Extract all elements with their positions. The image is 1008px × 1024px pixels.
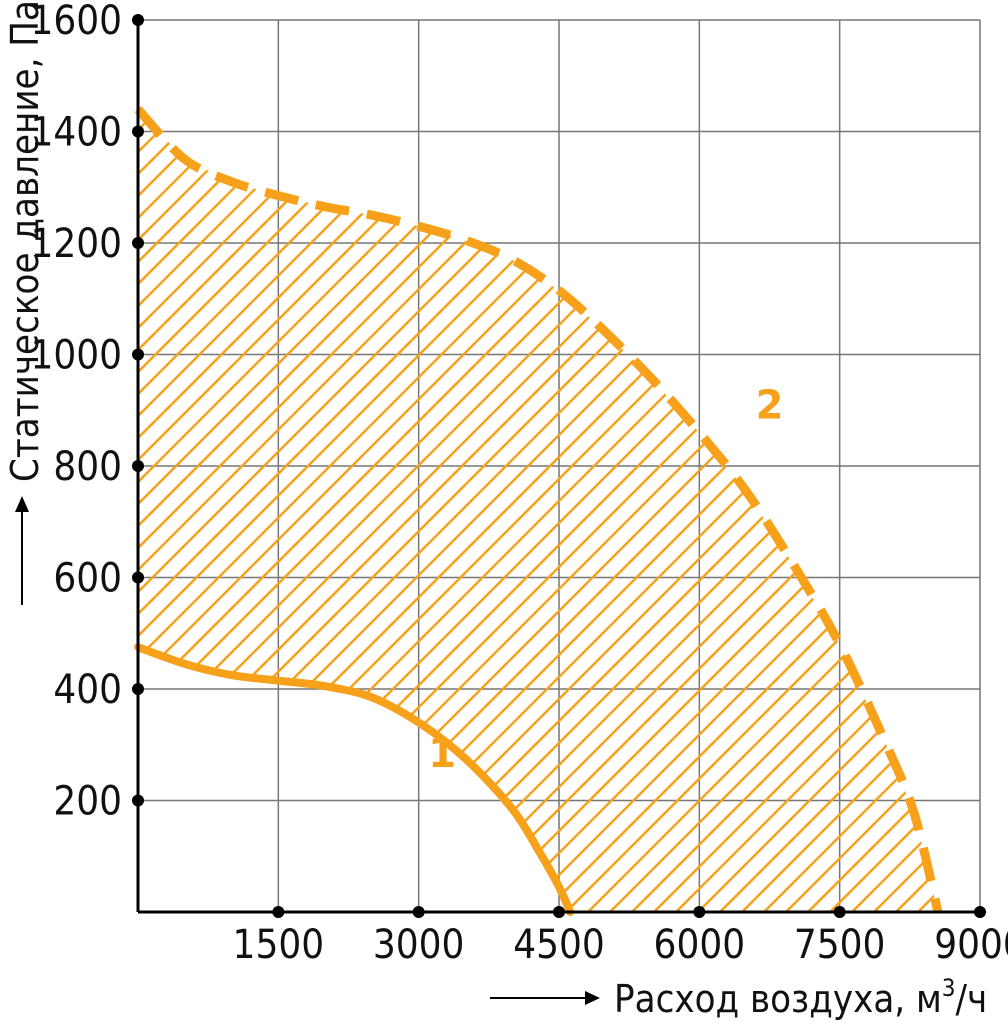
y-tick-label: 800 xyxy=(53,444,122,490)
x-axis-end-dot xyxy=(974,906,986,918)
x-tick-dot xyxy=(553,906,565,918)
hatch-line xyxy=(457,109,938,912)
x-tick-dot xyxy=(272,906,285,918)
x-tick-label: 3000 xyxy=(373,922,465,968)
hatch-line xyxy=(567,109,938,912)
y-tick-label: 1200 xyxy=(30,221,122,267)
hatch-line xyxy=(138,109,799,912)
hatch-line xyxy=(677,109,938,912)
x-tick-label: 4500 xyxy=(513,922,605,968)
hatch-line xyxy=(699,109,938,912)
hatch-line xyxy=(138,109,931,912)
hatch-line xyxy=(138,109,777,912)
x-tick-dot xyxy=(833,906,846,918)
y-tick-label: 400 xyxy=(53,667,122,713)
x-tick-label: 7500 xyxy=(794,922,886,968)
hatch-line xyxy=(138,109,755,912)
y-tick-dot xyxy=(132,571,144,584)
tick-labels: 1500 3000 4500 6000 7500 9000 200 400 600 800 1000… xyxy=(30,0,1008,968)
hatch-line xyxy=(138,109,689,912)
y-tick-label: 1600 xyxy=(30,0,122,44)
series-line-2 xyxy=(134,106,943,914)
y-tick-label: 200 xyxy=(53,779,122,825)
axes xyxy=(132,14,986,918)
x-tick-label: 9000 xyxy=(934,922,1008,968)
hatch-line xyxy=(138,109,865,912)
y-arrow-icon xyxy=(15,496,29,512)
y-axis-title: Статическое давление, Па xyxy=(3,0,47,605)
y-tick-label: 600 xyxy=(53,556,122,602)
x-arrow-icon xyxy=(585,991,600,1005)
hatch-line xyxy=(501,109,938,912)
y-tick-dot xyxy=(132,348,144,361)
hatch-line xyxy=(523,109,938,912)
hatch-line xyxy=(479,109,938,912)
series-label-1: 1 xyxy=(428,731,456,777)
hatch-line xyxy=(721,109,938,912)
hatch-line xyxy=(655,109,938,912)
hatch-line xyxy=(611,109,938,912)
series-label-2: 2 xyxy=(756,383,784,429)
x-tick-label: 6000 xyxy=(654,922,746,968)
hatch-line xyxy=(138,109,843,912)
hatch-line xyxy=(138,109,711,912)
hatch-line xyxy=(138,109,821,912)
hatch-line xyxy=(589,109,938,912)
svg-text:Статическое давление, Па: Статическое давление, Па xyxy=(3,0,47,482)
hatch-line xyxy=(138,109,887,912)
hatch-line xyxy=(986,0,1008,932)
x-axis-title: Расход воздуха, м3/ч xyxy=(490,974,987,1021)
y-tick-dot xyxy=(132,794,144,807)
grid-lines xyxy=(138,19,981,912)
hatch-line xyxy=(138,109,909,912)
y-tick-label: 1000 xyxy=(30,333,122,379)
y-tick-dot xyxy=(132,683,144,695)
x-tick-dot xyxy=(693,906,706,918)
hatch-line xyxy=(138,109,667,912)
x-tick-dot xyxy=(412,906,425,918)
y-tick-dot xyxy=(132,460,144,472)
hatch-line xyxy=(633,109,938,912)
series-curves xyxy=(134,106,943,916)
y-tick-dot xyxy=(132,237,144,249)
y-tick-dot xyxy=(132,14,144,26)
svg-text:Расход воздуха, м3/ч: Расход воздуха, м3/ч xyxy=(614,974,987,1021)
y-tick-label: 1400 xyxy=(30,110,122,156)
hatch-line xyxy=(138,109,733,912)
hatch-line xyxy=(138,109,645,912)
y-tick-dot xyxy=(132,125,144,138)
hatch-line xyxy=(138,109,938,912)
x-tick-label: 1500 xyxy=(233,922,325,968)
hatch-line xyxy=(545,109,938,912)
series-line-1 xyxy=(134,643,575,916)
